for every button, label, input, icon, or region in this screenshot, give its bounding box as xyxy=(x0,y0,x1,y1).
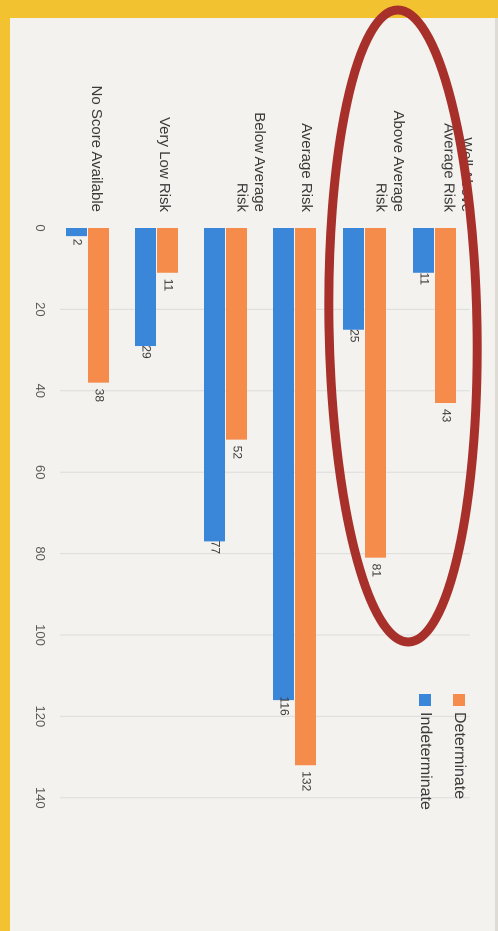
top-color-band xyxy=(0,0,498,18)
category-label-line: Average Risk xyxy=(298,123,315,212)
tick-label: 60 xyxy=(33,465,48,479)
highlight-ellipse xyxy=(324,5,482,647)
right-page-edge xyxy=(495,18,498,931)
bar-determinate xyxy=(88,228,109,383)
category-label-line: No Score Available xyxy=(88,86,105,212)
bar-indeterminate xyxy=(66,228,87,237)
bars xyxy=(66,228,456,766)
value-axis-ticks: 0 20 40 60 80 100 120 140 xyxy=(33,224,48,808)
category-label-line: Very Low Risk xyxy=(156,117,173,213)
legend-label: Determinate xyxy=(451,712,468,799)
bar-determinate xyxy=(226,228,247,440)
category-label-line: Risk xyxy=(373,183,390,213)
left-color-band xyxy=(0,0,10,931)
tick-label: 20 xyxy=(33,302,48,316)
legend-swatch xyxy=(453,694,465,706)
bar-indeterminate xyxy=(204,228,225,542)
category-label-line: Below Average xyxy=(251,112,268,212)
bar-determinate xyxy=(157,228,178,273)
category-label: No Score Available xyxy=(88,86,105,212)
gridlines xyxy=(60,308,470,799)
bar-indeterminate xyxy=(273,228,294,701)
bar-determinate xyxy=(435,228,456,404)
bar-determinate xyxy=(365,228,386,558)
bar-indeterminate xyxy=(343,228,364,330)
bar-determinate xyxy=(295,228,316,766)
data-label-indeterminate: 116 xyxy=(277,697,291,716)
data-label-determinate: 43 xyxy=(439,409,453,423)
tick-label: 140 xyxy=(33,787,48,809)
category-label: Above AverageRisk xyxy=(373,111,407,213)
category-label: Below AverageRisk xyxy=(234,112,268,212)
data-label-determinate: 38 xyxy=(92,389,106,403)
data-label-indeterminate: 11 xyxy=(417,273,431,286)
tick-label: 40 xyxy=(33,384,48,398)
category-label-line: Risk xyxy=(234,183,251,213)
data-label-determinate: 81 xyxy=(369,564,383,578)
data-label-indeterminate: 29 xyxy=(139,345,153,359)
legend-label: Indeterminate xyxy=(417,712,434,810)
category-label-line: Average Risk xyxy=(441,123,458,212)
data-label-determinate: 132 xyxy=(299,771,313,791)
category-label: Very Low Risk xyxy=(156,117,173,213)
tick-label: 0 xyxy=(33,224,48,231)
data-label-indeterminate: 77 xyxy=(208,541,222,555)
data-label-indeterminate: 2 xyxy=(70,239,84,246)
data-label-indeterminate: 25 xyxy=(347,329,361,343)
highlight-annotation xyxy=(324,5,482,647)
bar-indeterminate xyxy=(135,228,156,347)
tick-label: 80 xyxy=(33,546,48,560)
legend-swatch xyxy=(419,694,431,706)
tick-label: 120 xyxy=(33,706,48,728)
data-label-determinate: 52 xyxy=(230,446,244,460)
legend: Determinate Indeterminate xyxy=(417,694,468,810)
bar-indeterminate xyxy=(413,228,434,273)
category-label: Average Risk xyxy=(298,123,315,212)
data-labels: 11 43 25 81 116 132 77 52 29 11 2 38 xyxy=(70,239,453,792)
category-label-line: Above Average xyxy=(390,111,407,212)
data-label-determinate: 11 xyxy=(161,279,175,292)
tick-label: 100 xyxy=(33,624,48,646)
